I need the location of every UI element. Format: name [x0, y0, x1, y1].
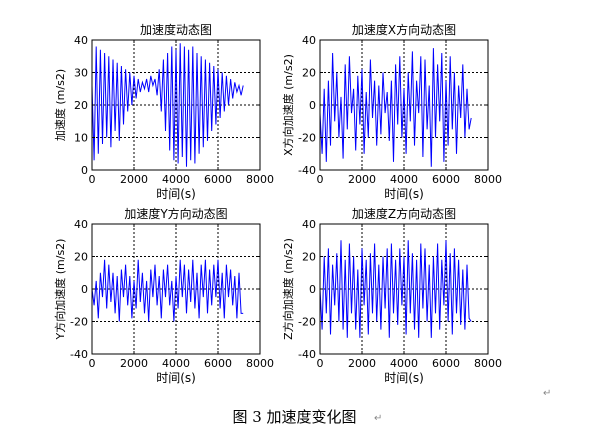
- series-line: [319, 240, 472, 338]
- x-axis-label: 时间(s): [384, 187, 424, 201]
- series-line: [91, 43, 244, 167]
- y-axis-label: Y方向加速度 (m/s2): [53, 239, 67, 341]
- y-tick-label: 30: [74, 67, 88, 80]
- y-tick-label: -40: [70, 348, 88, 361]
- y-tick-label: 10: [74, 132, 88, 145]
- x-tick-label: 6000: [432, 357, 460, 370]
- x-tick-label: 4000: [390, 173, 418, 186]
- x-tick-label: 6000: [204, 357, 232, 370]
- y-tick-label: 20: [302, 251, 316, 264]
- y-tick-label: 0: [81, 283, 88, 296]
- y-tick-label: -20: [298, 316, 316, 329]
- y-tick-label: 40: [74, 218, 88, 231]
- y-tick-label: 20: [302, 67, 316, 80]
- x-axis-label: 时间(s): [156, 187, 196, 201]
- y-tick-label: 0: [309, 283, 316, 296]
- x-tick-label: 4000: [162, 173, 190, 186]
- x-tick-label: 4000: [390, 357, 418, 370]
- chart-title: 加速度Y方向动态图: [124, 206, 227, 221]
- x-tick-label: 2000: [120, 357, 148, 370]
- y-axis-label: X方向加速度 (m/s2): [281, 54, 295, 156]
- paragraph-mark: ↵: [543, 388, 552, 399]
- y-tick-label: 40: [302, 218, 316, 231]
- y-tick-label: 0: [81, 164, 88, 177]
- accel-y-chart: 0 2000 4000 6000 8000 -40 -20 0 20 40 加速度Y方向动态图时间(…: [53, 206, 274, 385]
- chart-title: 加速度动态图: [140, 22, 212, 37]
- y-tick-label: -40: [298, 348, 316, 361]
- series-line: [319, 48, 472, 167]
- x-tick-label: 8000: [474, 357, 502, 370]
- y-axis-label: 加速度 (m/s2): [53, 69, 67, 141]
- x-tick-label: 6000: [204, 173, 232, 186]
- y-tick-label: 20: [74, 99, 88, 112]
- x-tick-label: 4000: [162, 357, 190, 370]
- figure-caption: 图 3 加速度变化图: [232, 408, 357, 426]
- y-tick-label: 40: [74, 34, 88, 47]
- y-tick-label: 40: [302, 34, 316, 47]
- x-tick-label: 2000: [348, 173, 376, 186]
- x-axis-label: 时间(s): [156, 371, 196, 385]
- chart-title: 加速度X方向动态图: [352, 22, 456, 37]
- x-tick-label: 0: [89, 357, 96, 370]
- y-tick-label: 20: [74, 251, 88, 264]
- y-tick-label: -40: [298, 164, 316, 177]
- x-tick-label: 6000: [432, 173, 460, 186]
- y-tick-label: -20: [70, 316, 88, 329]
- y-tick-label: -20: [298, 132, 316, 145]
- series-line: [91, 259, 244, 322]
- y-tick-label: 0: [309, 99, 316, 112]
- x-axis-label: 时间(s): [384, 371, 424, 385]
- x-tick-label: 8000: [246, 173, 274, 186]
- y-axis-label: Z方向加速度 (m/s2): [281, 238, 295, 340]
- chart-title: 加速度Z方向动态图: [352, 206, 456, 221]
- accel-x-chart: 0 2000 4000 6000 8000 -40 -20 0 20 40 加速度X方向动态图时间(…: [281, 22, 502, 201]
- x-tick-label: 0: [317, 173, 324, 186]
- x-tick-label: 0: [89, 173, 96, 186]
- caption-paragraph-mark: ↵: [374, 413, 383, 424]
- x-tick-label: 0: [317, 357, 324, 370]
- x-tick-label: 8000: [474, 173, 502, 186]
- x-tick-label: 2000: [120, 173, 148, 186]
- accel-z-chart: 0 2000 4000 6000 8000 -40 -20 0 20 40 加速度Z方向动态图时间(…: [281, 206, 502, 385]
- x-tick-label: 8000: [246, 357, 274, 370]
- x-tick-label: 2000: [348, 357, 376, 370]
